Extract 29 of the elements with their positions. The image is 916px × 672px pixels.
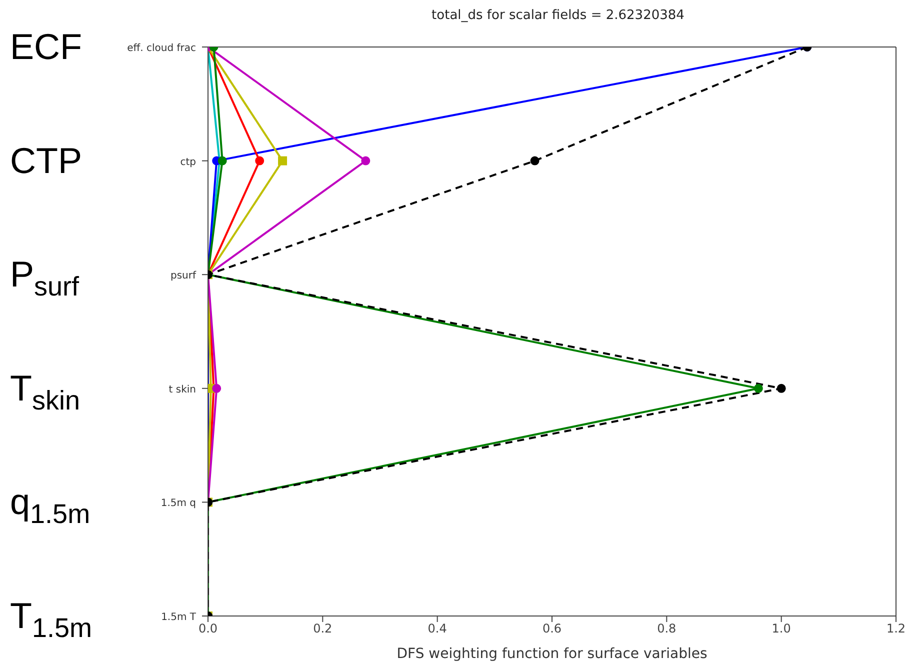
point bbox=[278, 156, 288, 166]
point bbox=[212, 384, 222, 393]
x-tick-label: 0.4 bbox=[428, 622, 447, 636]
point bbox=[361, 156, 370, 166]
x-tick-label: 0.6 bbox=[542, 622, 562, 636]
chart-title: total_ds for scalar fields = 2.62320384 bbox=[430, 8, 686, 25]
x-tick-label: 0.2 bbox=[313, 622, 332, 636]
y2-tick-label: T$_{1.5m}$ bbox=[10, 595, 92, 644]
y2-tick-label: ECF bbox=[10, 26, 82, 67]
point bbox=[776, 384, 786, 393]
y-tick-label: 1.5m q bbox=[160, 498, 196, 510]
y-tick-label: psurf bbox=[170, 270, 196, 282]
y-tick-label: ctp bbox=[180, 156, 196, 168]
x-tick-label: 1.2 bbox=[886, 622, 906, 636]
point bbox=[530, 156, 540, 166]
y-tick-label: eff. cloud frac bbox=[127, 43, 196, 54]
x-tick-label: 1.0 bbox=[772, 622, 791, 636]
y2-tick-label: T$_{skin}$ bbox=[10, 367, 80, 416]
point bbox=[218, 156, 227, 166]
x-tick-label: 0.0 bbox=[198, 622, 218, 636]
y-tick-label: t skin bbox=[168, 384, 196, 396]
point bbox=[255, 156, 264, 166]
y2-tick-label: CTP bbox=[10, 140, 82, 181]
point bbox=[754, 384, 763, 393]
y-tick-label: 1.5m T bbox=[161, 612, 197, 623]
x-tick-label: 0.8 bbox=[657, 622, 676, 636]
y2-tick-label: P$_{surf}$ bbox=[10, 254, 80, 302]
x-axis-title: DFS weighting function for surface variables bbox=[396, 646, 708, 662]
y2-tick-label: q$_{1.5m}$ bbox=[10, 481, 90, 530]
